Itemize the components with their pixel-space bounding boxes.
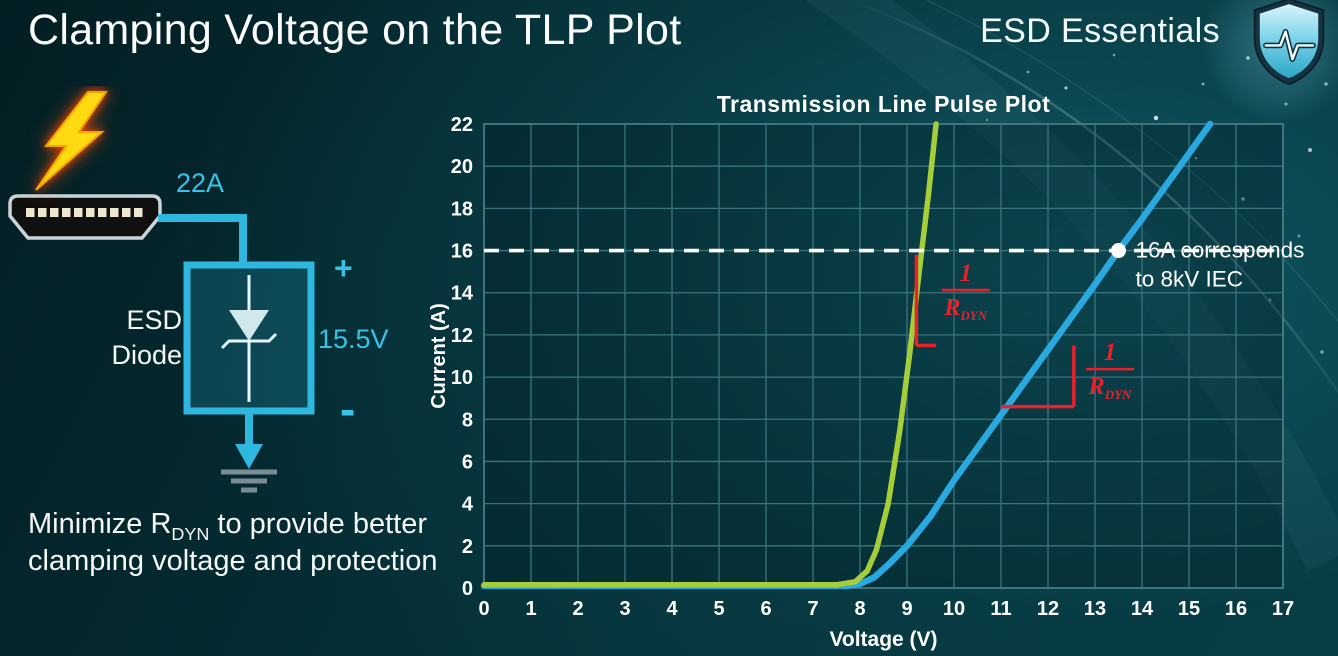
esd-shield-logo-icon [1253, 0, 1325, 86]
x-tick-label: 15 [1178, 598, 1200, 620]
zener-diode-symbol [220, 275, 278, 402]
x-tick-label: 9 [901, 598, 912, 620]
light-band [805, 0, 1338, 571]
y-tick-label: 16 [451, 241, 473, 263]
minus-polarity-label: - [340, 383, 356, 435]
y-axis-label: Current (A) [430, 303, 450, 409]
y-tick-label: 12 [451, 325, 473, 347]
summary-note: Minimize RDYN to provide better clamping… [28, 508, 448, 579]
x-tick-label: 10 [943, 598, 965, 620]
x-tick-label: 12 [1037, 598, 1059, 620]
esd-diode-label-line1: ESD [126, 305, 182, 335]
x-tick-label: 8 [854, 598, 865, 620]
green-slope-numerator: 1 [960, 260, 973, 287]
y-tick-label: 4 [462, 494, 474, 516]
x-tick-label: 11 [990, 598, 1011, 620]
y-tick-label: 8 [462, 409, 473, 431]
x-tick-label: 14 [1131, 598, 1154, 620]
x-tick-label: 7 [807, 598, 818, 620]
x-tick-label: 2 [572, 598, 583, 620]
series-high-rdyn-blue-curve [480, 120, 1214, 590]
y-tick-label: 10 [451, 367, 473, 389]
x-tick-label: 0 [478, 598, 489, 620]
x-tick-label: 17 [1272, 598, 1294, 620]
marker-dot [1111, 243, 1126, 259]
plus-polarity-label: + [334, 250, 353, 286]
hdmi-surge-graphic [8, 91, 162, 240]
ground-arrow [235, 411, 263, 469]
y-tick-label: 22 [451, 114, 473, 136]
y-tick-label: 6 [462, 451, 473, 473]
x-tick-label: 6 [760, 598, 771, 620]
clamp-voltage-label: 15.5V [318, 324, 389, 354]
chart-title: Transmission Line Pulse Plot [717, 91, 1051, 117]
light-streak-2 [924, 0, 1338, 323]
y-tick-label: 2 [462, 536, 473, 558]
hdmi-connector-icon [8, 194, 162, 240]
x-tick-label: 1 [525, 598, 536, 620]
y-tick-label: 18 [451, 198, 473, 220]
x-axis-label: Voltage (V) [829, 628, 937, 651]
pulse-line-icon [1264, 30, 1315, 61]
y-tick-label: 14 [451, 283, 474, 305]
page-title: Clamping Voltage on the TLP Plot [28, 6, 682, 54]
esd-diode-label-line2: Diode [111, 340, 182, 371]
x-tick-label: 5 [713, 598, 724, 620]
y-tick-label: 0 [462, 578, 473, 600]
ground-symbol-icon [221, 469, 277, 493]
y-tick-label: 20 [451, 156, 473, 178]
x-tick-label: 16 [1225, 598, 1247, 620]
plot-area [484, 124, 1283, 588]
brand-title: ESD Essentials [980, 12, 1220, 50]
lightning-bolt-icon [35, 91, 108, 191]
particles [985, 34, 1328, 354]
x-tick-label: 13 [1084, 598, 1106, 620]
plot-border [483, 123, 1284, 589]
marker-label-line2: to 8kV IEC [1136, 267, 1244, 292]
x-tick-label: 3 [619, 598, 630, 620]
surge-current-label: 22A [176, 168, 225, 198]
esd-diode-circuit [158, 214, 315, 493]
note-subscript: DYN [171, 523, 210, 544]
light-streak-1 [859, 2, 1338, 393]
blue-slope-numerator: 1 [1104, 339, 1117, 366]
wire [158, 214, 247, 267]
note-suffix: to provide better clamping voltage and p… [28, 508, 438, 577]
note-prefix: Minimize R [28, 508, 172, 540]
marker-label-line1: 16A corresponds [1136, 238, 1305, 263]
x-tick-label: 4 [666, 598, 678, 620]
esd-diode-label: ESD Diode [88, 303, 182, 373]
